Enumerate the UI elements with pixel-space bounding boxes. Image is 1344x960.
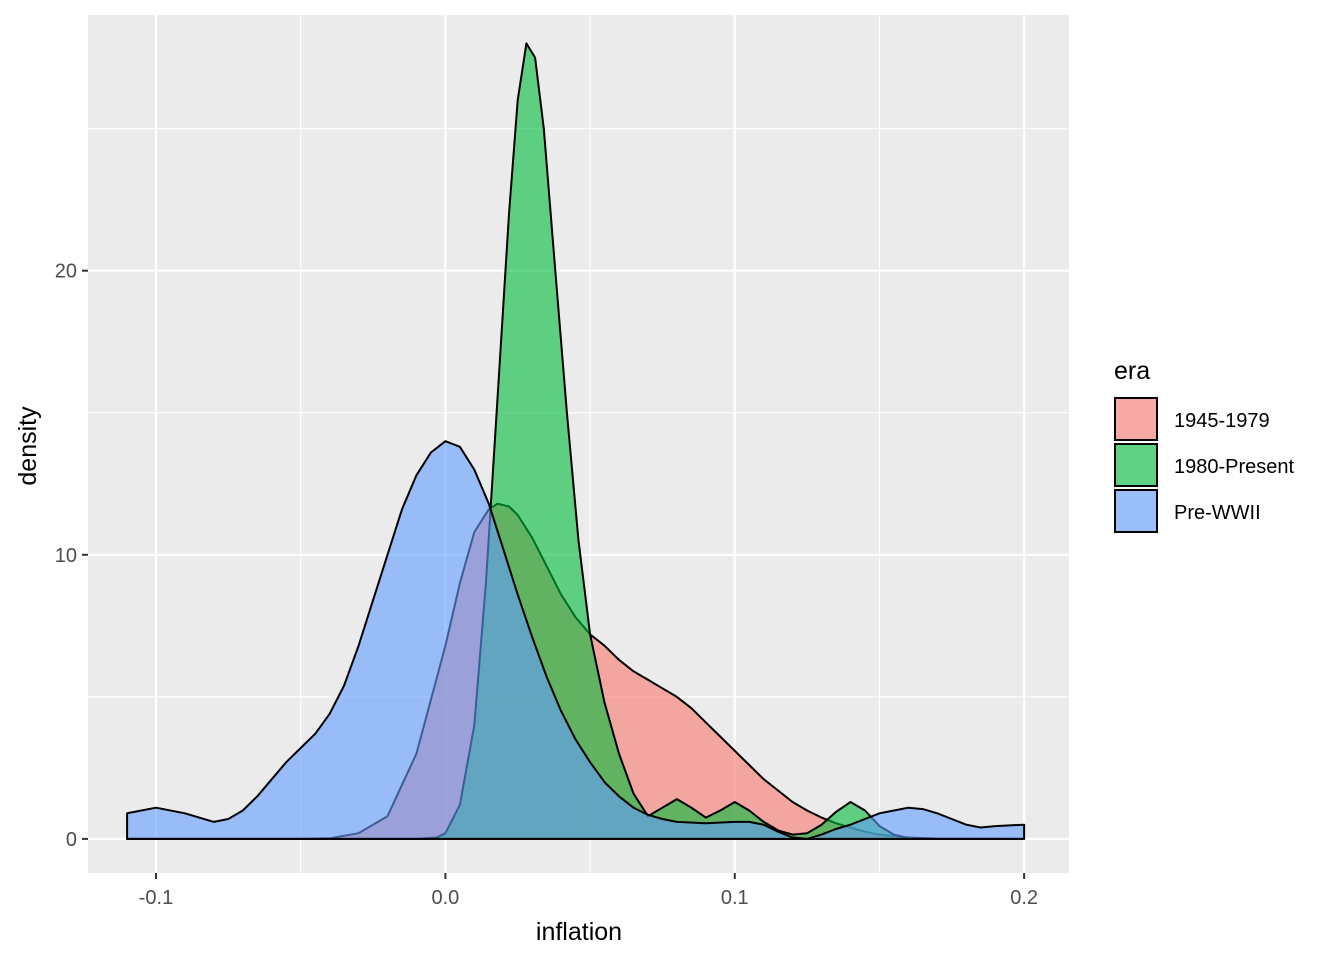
- x-tick-label: 0.0: [431, 887, 459, 909]
- y-tick-label: 20: [55, 261, 77, 283]
- legend-label: Pre-WWII: [1174, 502, 1261, 524]
- x-tick-label: 0.2: [1010, 887, 1038, 909]
- legend-swatch: [1114, 489, 1158, 533]
- legend-title: era: [1114, 357, 1150, 385]
- axes: -0.1 0.0 0.1 0.2 0 10 20: [55, 261, 1038, 909]
- density-area-pre-wwii: [126, 440, 1026, 840]
- y-tick-label: 0: [66, 829, 77, 851]
- legend-label: 1980-Present: [1174, 456, 1295, 478]
- density-areas: [126, 42, 1026, 840]
- x-axis-title: inflation: [536, 918, 622, 946]
- y-tick-label: 10: [55, 545, 77, 567]
- legend-swatch: [1114, 443, 1158, 487]
- x-tick-label: 0.1: [721, 887, 749, 909]
- y-axis-title: density: [14, 406, 42, 486]
- legend-swatch: [1114, 397, 1158, 441]
- density-area-1980-present: [126, 42, 1026, 840]
- x-tick-label: -0.1: [139, 887, 173, 909]
- legend: era 1945-1979 1980-Present Pre-WWII: [1114, 357, 1295, 533]
- legend-label: 1945-1979: [1174, 410, 1270, 432]
